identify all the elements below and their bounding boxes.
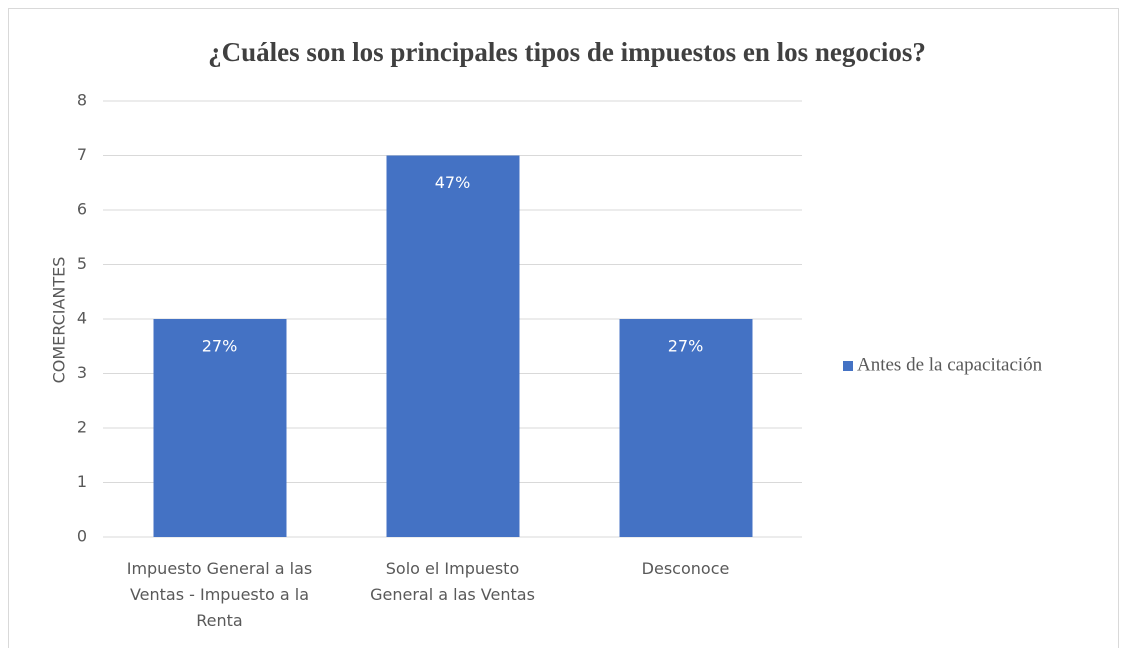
bar [153,319,287,537]
x-tick-label: Impuesto General a las Ventas - Impuesto … [127,559,313,630]
y-tick-label: 7 [77,145,87,164]
legend-label: Antes de la capacitación [857,354,1043,375]
y-tick-label: 2 [77,418,87,437]
y-tick-label: 6 [77,200,87,219]
y-tick-label: 1 [77,472,87,491]
y-tick-label: 0 [77,527,87,546]
chart-title: ¿Cuáles son los principales tipos de imp… [208,37,926,67]
data-label: 27% [202,337,238,356]
data-label: 27% [668,337,704,356]
bar [386,155,520,537]
y-tick-label: 8 [77,91,87,110]
x-tick-label: Desconoce [642,559,730,578]
data-label: 47% [435,173,471,192]
y-tick-label: 3 [77,363,87,382]
bar [619,319,753,537]
legend-swatch [843,361,853,371]
y-tick-label: 5 [77,254,87,273]
x-tick-label: Solo el Impuesto General a las Ventas [370,559,535,604]
y-tick-label: 4 [77,309,87,328]
y-axis-label: COMERCIANTES [50,257,69,384]
